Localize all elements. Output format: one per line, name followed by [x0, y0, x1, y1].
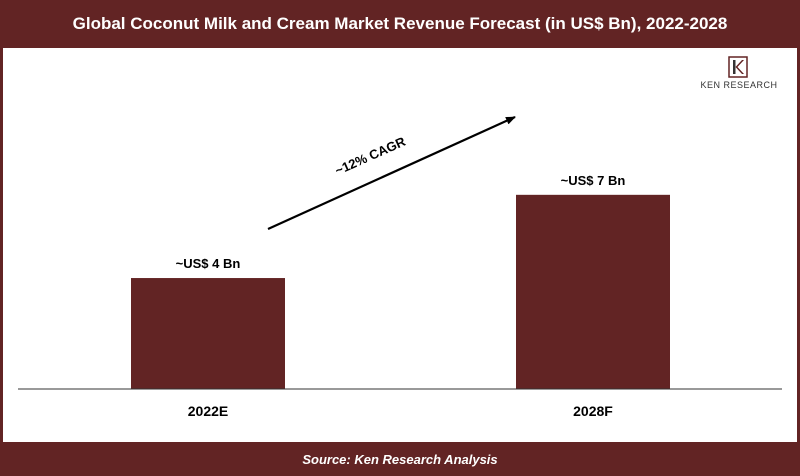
left-border [0, 48, 3, 442]
bar-2028f [516, 194, 670, 389]
bars-layer: ~US$ 4 Bn 2022E ~US$ 7 Bn 2028F [131, 173, 670, 419]
x-tick-label-2028f: 2028F [573, 403, 613, 419]
logo-text: KEN RESEARCH [700, 80, 778, 90]
right-border [797, 48, 800, 442]
data-label-2022e: ~US$ 4 Bn [176, 256, 241, 271]
source-note: Source: Ken Research Analysis [0, 442, 800, 476]
x-tick-label-2022e: 2022E [188, 403, 228, 419]
logo: KEN RESEARCH [686, 56, 792, 96]
cagr-arrow [267, 115, 516, 231]
bar-2022e [131, 278, 285, 389]
data-label-2028f: ~US$ 7 Bn [561, 173, 626, 188]
chart-title: Global Coconut Milk and Cream Market Rev… [0, 0, 800, 48]
ken-research-logo-icon [728, 56, 748, 78]
